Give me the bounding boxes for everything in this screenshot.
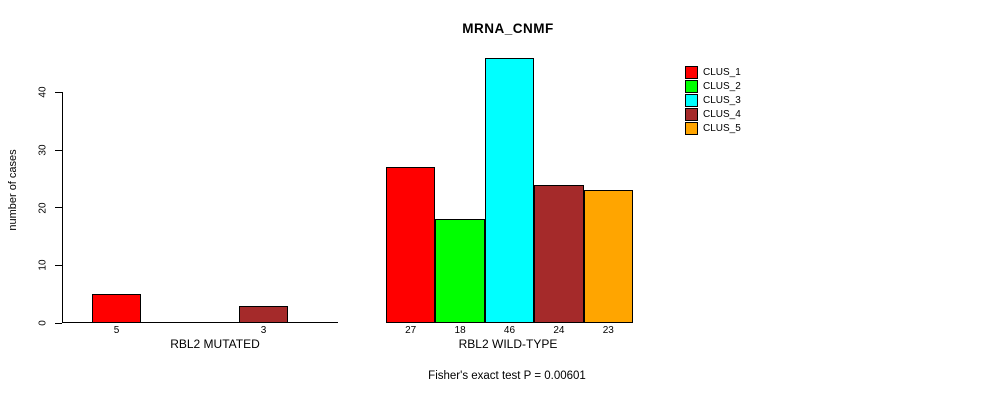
bar-value-label-clus_5-group2: 23 <box>602 325 614 336</box>
bar-value-label-clus_4-group1: 3 <box>260 325 267 336</box>
legend-swatch-clus_2 <box>685 79 698 93</box>
bar-clus_1-group2 <box>386 167 436 323</box>
y-tick-label-0: 0 <box>37 320 49 326</box>
bar-clus_5-group2 <box>583 190 633 323</box>
bar-clus_3-group2 <box>484 57 535 323</box>
y-tick-label-20: 20 <box>37 202 49 214</box>
legend-row-clus_1: CLUS_1 <box>685 65 741 79</box>
legend-label-clus_5: CLUS_5 <box>703 122 741 134</box>
legend-label-clus_1: CLUS_1 <box>703 66 741 78</box>
y-tick-mark-0 <box>55 322 62 324</box>
bar-value-label-clus_2-group2: 18 <box>454 325 466 336</box>
y-tick-label-40: 40 <box>37 86 49 98</box>
legend-swatch-clus_3 <box>685 93 698 107</box>
bar-clus_1-group1 <box>92 294 141 323</box>
legend-row-clus_4: CLUS_4 <box>685 107 741 121</box>
fisher-test-annotation: Fisher's exact test P = 0.00601 <box>428 370 586 382</box>
y-tick-mark-20 <box>55 207 62 209</box>
bar-value-label-clus_4-group2: 24 <box>553 325 565 336</box>
y-axis-label: number of cases <box>7 149 19 231</box>
legend-label-clus_4: CLUS_4 <box>703 108 741 120</box>
y-tick-mark-30 <box>55 149 62 151</box>
bar-clus_2-group2 <box>435 219 485 323</box>
legend-swatch-clus_4 <box>685 107 698 121</box>
chart-title: MRNA_CNMF <box>462 21 554 36</box>
bar-value-label-clus_1-group2: 27 <box>405 325 417 336</box>
y-axis-line <box>62 92 63 323</box>
legend-row-clus_3: CLUS_3 <box>685 93 741 107</box>
group-label-rbl2-wild-type: RBL2 WILD-TYPE <box>458 337 558 351</box>
legend: CLUS_1 CLUS_2 CLUS_3 CLUS_4 CLUS_5 <box>685 65 741 135</box>
legend-label-clus_2: CLUS_2 <box>703 80 741 92</box>
y-tick-mark-10 <box>55 264 62 266</box>
bar-value-label-clus_1-group1: 5 <box>113 325 120 336</box>
y-tick-mark-40 <box>55 91 62 93</box>
legend-label-clus_3: CLUS_3 <box>703 94 741 106</box>
group-label-rbl2-mutated: RBL2 MUTATED <box>170 337 260 351</box>
legend-swatch-clus_5 <box>685 121 698 135</box>
bar-clus_4-group1 <box>239 305 288 323</box>
legend-row-clus_2: CLUS_2 <box>685 79 741 93</box>
x-axis-line-left <box>62 322 338 323</box>
legend-row-clus_5: CLUS_5 <box>685 121 741 135</box>
bar-clus_4-group2 <box>534 184 584 323</box>
bar-value-label-clus_3-group2: 46 <box>503 325 516 336</box>
legend-swatch-clus_1 <box>685 65 698 79</box>
y-tick-label-10: 10 <box>37 259 49 271</box>
y-tick-label-30: 30 <box>37 144 49 156</box>
